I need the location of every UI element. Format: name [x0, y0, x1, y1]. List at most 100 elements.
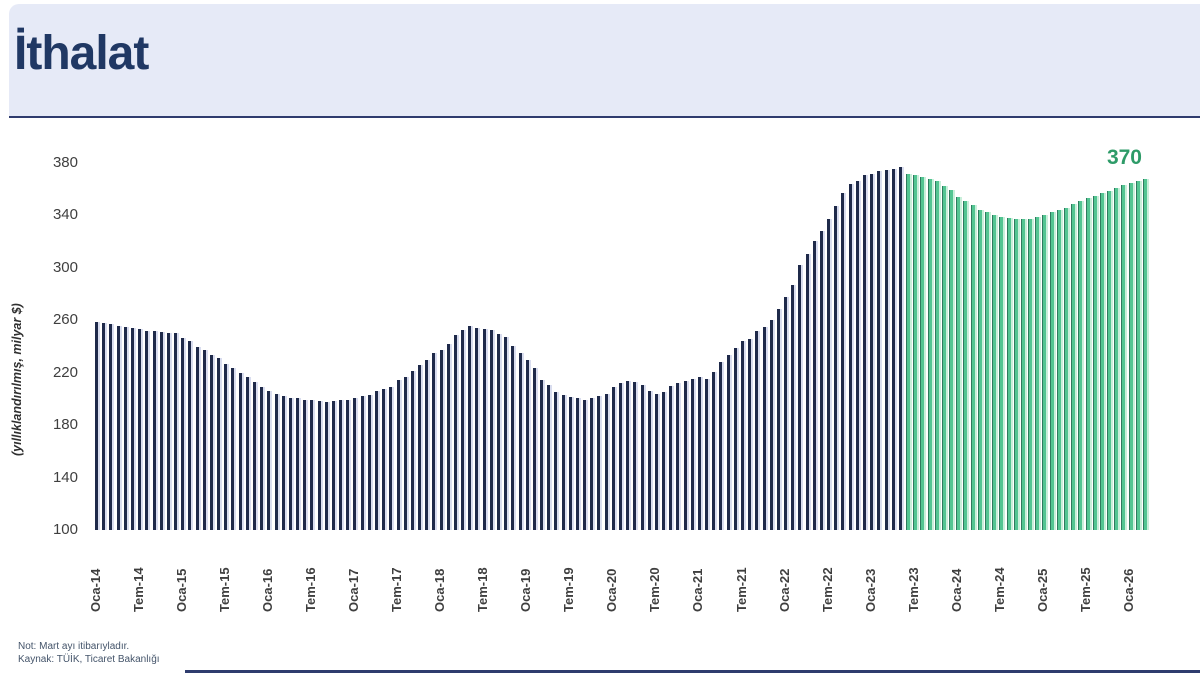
actual-bar [633, 381, 637, 530]
forecast-bar [1099, 193, 1104, 530]
actual-bar [453, 335, 457, 530]
actual-bar [339, 400, 343, 530]
actual-bar [317, 400, 321, 530]
actual-bar [296, 398, 300, 530]
actual-bar [504, 337, 508, 530]
actual-bar [145, 330, 149, 530]
actual-bar [791, 284, 795, 530]
actual-bar [805, 254, 809, 530]
x-tick-label: Tem-15 [216, 567, 232, 612]
actual-bar [195, 346, 199, 530]
x-tick-label: Tem-24 [991, 567, 1007, 612]
actual-bar [461, 330, 465, 530]
actual-bar [482, 328, 486, 530]
actual-bar [389, 387, 393, 530]
actual-bar [123, 326, 127, 530]
actual-bar [863, 175, 866, 530]
actual-bar [540, 379, 544, 530]
forecast-bar [1056, 209, 1061, 530]
actual-bar [367, 395, 371, 530]
forecast-bar [934, 181, 939, 530]
forecast-bar [1042, 214, 1047, 530]
forecast-bar [1049, 212, 1054, 530]
actual-bar [303, 399, 307, 530]
forecast-bar [970, 204, 975, 530]
forecast-bar [1020, 219, 1025, 530]
actual-bar [568, 396, 572, 530]
forecast-bar [1085, 198, 1090, 530]
y-tick-label: 300 [52, 258, 78, 276]
actual-bar [812, 241, 816, 530]
forecast-bar [927, 179, 932, 530]
forecast-bar [1063, 207, 1068, 530]
actual-bar [353, 397, 357, 530]
actual-bar [604, 393, 608, 530]
y-tick-label: 100 [52, 521, 78, 538]
x-tick-label: Oca-16 [259, 568, 275, 612]
x-tick-label: Oca-22 [776, 568, 792, 612]
actual-bar [489, 330, 493, 530]
forecast-bar [963, 201, 968, 530]
actual-bar [611, 387, 615, 530]
x-tick-label: Tem-20 [647, 567, 663, 612]
actual-bar [95, 321, 99, 530]
forecast-bar [1071, 203, 1076, 530]
actual-bar [511, 345, 515, 530]
x-tick-label: Oca-15 [173, 568, 189, 612]
forecast-bar [956, 197, 961, 530]
actual-bar [597, 396, 601, 530]
actual-bar [884, 169, 888, 530]
actual-bar [260, 387, 264, 530]
actual-bar [130, 328, 134, 530]
actual-bar [583, 399, 587, 530]
actual-bar [848, 183, 852, 530]
footnote-source: Kaynak: TÜİK, Ticaret Bakanlığı [18, 654, 160, 665]
forecast-bar [1142, 178, 1147, 530]
actual-bar [712, 372, 716, 530]
y-tick-label: 220 [52, 363, 78, 381]
actual-bar [331, 400, 335, 530]
actual-bar [109, 324, 113, 530]
forecast-bar [977, 209, 982, 530]
actual-bar [432, 353, 436, 530]
actual-bar [382, 389, 386, 530]
x-tick-label: Oca-25 [1034, 568, 1050, 612]
actual-bar [719, 362, 723, 530]
actual-bar [418, 364, 422, 530]
actual-bar [654, 393, 658, 530]
x-tick-label: Oca-21 [690, 568, 706, 612]
actual-bar [181, 337, 185, 530]
forecast-bar [1114, 187, 1119, 530]
forecast-bar [1035, 217, 1040, 530]
actual-bar [726, 355, 730, 530]
actual-bar [640, 385, 644, 530]
actual-bar [870, 173, 874, 530]
forecast-bar [1092, 195, 1097, 530]
actual-bar [525, 360, 529, 530]
x-tick-label: Oca-20 [604, 568, 620, 612]
actual-bar [762, 326, 766, 530]
forecast-bar [1006, 218, 1011, 530]
forecast-bar [985, 212, 990, 530]
page-title: İthalat [14, 27, 149, 80]
actual-bar [209, 355, 213, 530]
bar-chart-plot-area [93, 163, 1148, 530]
actual-bar [819, 231, 823, 530]
actual-bar [374, 391, 378, 530]
forecast-bar [941, 185, 946, 530]
x-tick-label: Oca-23 [862, 568, 878, 612]
actual-bar [231, 368, 235, 530]
actual-bar [518, 353, 522, 530]
x-tick-label: Tem-21 [733, 567, 749, 612]
forecast-bar [1028, 218, 1033, 530]
actual-bar [439, 349, 443, 530]
y-tick-label: 340 [52, 206, 78, 224]
actual-bar [281, 396, 285, 530]
actual-bar [733, 348, 737, 530]
forecast-bar [913, 174, 918, 530]
x-tick-label: Oca-17 [346, 568, 361, 612]
actual-bar [575, 398, 579, 530]
actual-bar [288, 397, 292, 530]
actual-bar [188, 341, 192, 530]
footnotes: Not: Mart ayı itibarıyladır. Kaynak: TÜİ… [18, 640, 160, 666]
